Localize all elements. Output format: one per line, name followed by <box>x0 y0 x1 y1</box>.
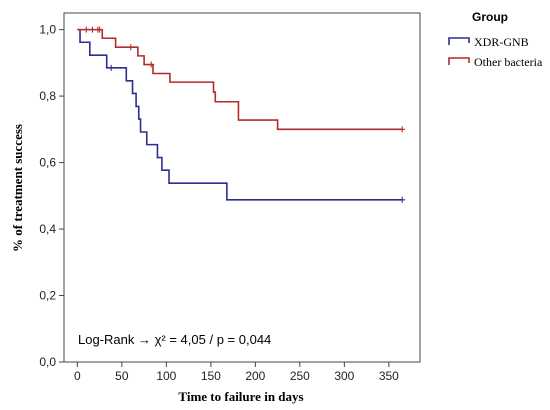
legend-swatch-xdr-gnb <box>448 37 470 45</box>
legend-label-xdr-gnb: XDR-GNB <box>474 35 529 49</box>
x-tick-label: 100 <box>156 369 176 383</box>
plot-frame <box>63 12 421 363</box>
censor-mark-xdr-gnb <box>399 196 406 203</box>
y-tick-label: 0,4 <box>39 222 56 236</box>
x-axis: 0 50 100 150 200 250 300 350 <box>74 362 399 383</box>
x-tick-label: 150 <box>201 369 221 383</box>
censor-mark-other-bacteria <box>96 26 103 33</box>
x-tick-label: 300 <box>334 369 354 383</box>
legend-swatch-other-bacteria <box>448 57 470 65</box>
x-tick-label: 0 <box>74 369 81 383</box>
x-axis-title: Time to failure in days <box>178 389 303 404</box>
censor-mark-xdr-gnb <box>108 64 115 71</box>
y-tick-label: 0,2 <box>39 289 56 303</box>
y-axis: 0,0 0,2 0,4 0,6 0,8 1,0 <box>39 23 64 369</box>
y-axis-title: % of treatment success <box>10 124 25 252</box>
x-tick-label: 350 <box>379 369 399 383</box>
series-line-xdr-gnb <box>77 28 403 201</box>
y-tick-label: 1,0 <box>39 23 56 37</box>
censor-mark-other-bacteria <box>127 44 134 51</box>
x-tick-label: 250 <box>290 369 310 383</box>
legend-items: XDR-GNB Other bacteria <box>448 35 543 69</box>
series-line-other-bacteria <box>77 28 403 131</box>
y-tick-label: 0,0 <box>39 355 56 369</box>
censor-mark-other-bacteria <box>83 26 90 33</box>
legend-title: Group <box>472 10 508 24</box>
censor-mark-other-bacteria <box>148 61 155 68</box>
x-tick-label: 200 <box>245 369 265 383</box>
censor-mark-other-bacteria <box>399 126 406 133</box>
y-tick-label: 0,8 <box>39 89 56 103</box>
legend-label-other-bacteria: Other bacteria <box>474 55 543 69</box>
y-tick-label: 0,6 <box>39 156 56 170</box>
series-layer <box>77 26 406 203</box>
legend: Group XDR-GNB Other bacteria <box>448 10 543 69</box>
x-tick-label: 50 <box>115 369 129 383</box>
censor-mark-other-bacteria <box>89 26 96 33</box>
logrank-annotation: Log-Rank → χ² = 4,05 / p = 0,044 <box>78 332 271 347</box>
